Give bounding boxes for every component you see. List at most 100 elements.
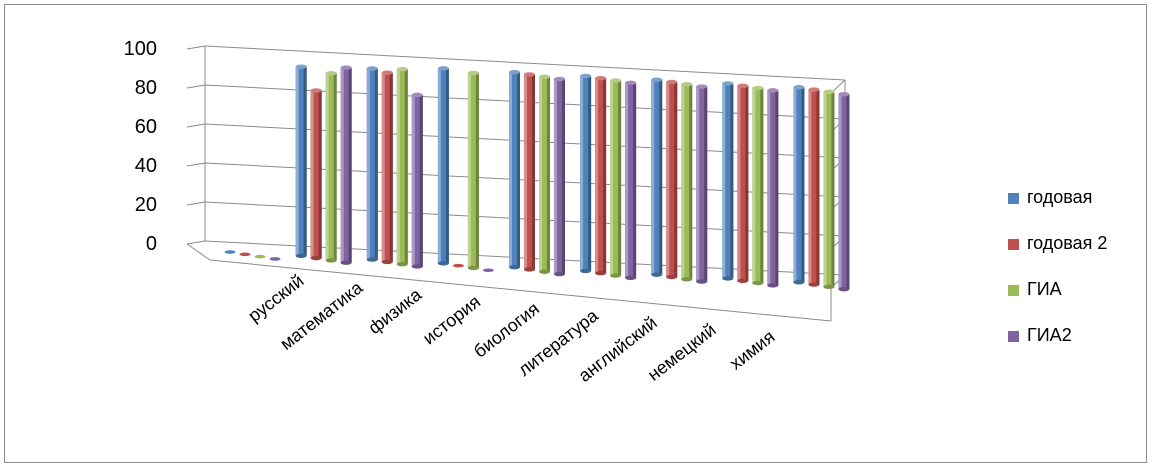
bar-base — [625, 275, 637, 281]
bar-body — [823, 91, 835, 287]
bar-body — [310, 90, 322, 259]
bar-3-1 — [452, 263, 464, 268]
bar-base — [411, 264, 423, 269]
bar-shadow — [303, 66, 307, 256]
bar-body — [524, 74, 535, 270]
bar-shadow — [730, 83, 734, 279]
bar-highlight — [325, 73, 329, 261]
bar-base — [381, 259, 393, 265]
gridline-side — [186, 123, 206, 128]
bar-body — [411, 94, 423, 267]
bar-cap — [539, 74, 550, 79]
bar-shadow — [562, 79, 565, 275]
bar-body — [681, 84, 693, 280]
bar-highlight — [411, 94, 415, 267]
bar-cap — [595, 76, 607, 81]
bar-highlight — [310, 90, 314, 259]
bar-flat — [269, 257, 281, 261]
bar-0-3 — [269, 257, 281, 261]
bar-4-1 — [524, 72, 535, 272]
gridline-side — [186, 240, 206, 245]
bar-body — [625, 82, 637, 278]
bar-highlight — [767, 90, 771, 286]
bar-highlight — [509, 72, 512, 268]
bar-cap — [580, 73, 592, 79]
category-label: русский — [244, 270, 307, 326]
y-tick-label: 20 — [135, 194, 157, 216]
bar-body — [696, 86, 708, 282]
bar-cap — [437, 66, 449, 71]
bar-shadow — [333, 73, 337, 261]
bar-highlight — [595, 78, 599, 274]
bar-5-0 — [580, 73, 592, 274]
bar-0-2 — [254, 254, 266, 259]
bar-1-2 — [325, 71, 337, 263]
bar-2-3 — [411, 92, 423, 269]
bar-base — [681, 277, 693, 282]
bar-cap — [554, 76, 565, 82]
bar-cap — [340, 65, 352, 70]
bar-5-2 — [610, 78, 622, 278]
bar-cap — [823, 89, 835, 95]
bar-shadow — [659, 79, 663, 275]
bar-body — [767, 90, 779, 286]
bar-shadow — [475, 72, 479, 268]
bar-highlight — [625, 82, 629, 278]
bar-highlight — [737, 85, 741, 281]
bar-highlight — [696, 86, 700, 282]
bar-shadow — [374, 68, 378, 260]
bar-chart: 020406080100русскийматематикафизикаистор… — [124, 38, 850, 386]
bar-flat — [254, 254, 266, 259]
bar-base — [823, 284, 835, 290]
bar-highlight — [396, 69, 400, 265]
bar-base — [524, 267, 535, 272]
bar-base — [838, 286, 850, 292]
bar-base — [437, 261, 449, 266]
bar-cap — [610, 78, 622, 83]
bar-base — [509, 264, 520, 270]
bar-highlight — [793, 87, 797, 283]
legend-swatch — [1008, 239, 1019, 250]
bar-body — [366, 68, 378, 260]
bar-cap — [509, 69, 520, 75]
bar-base — [722, 276, 734, 281]
bar-base — [752, 280, 764, 286]
bar-shadow — [588, 75, 592, 271]
bar-highlight — [366, 68, 370, 260]
bar-highlight — [539, 76, 542, 272]
bar-6-1 — [666, 79, 678, 280]
bar-highlight — [823, 91, 827, 287]
bar-cap — [681, 82, 693, 87]
bars-layer — [224, 64, 850, 292]
bar-8-3 — [838, 91, 850, 292]
bar-cap — [625, 80, 637, 86]
y-tick-label: 80 — [135, 77, 157, 99]
bar-shadow — [689, 84, 693, 280]
bar-highlight — [437, 68, 441, 264]
category-axis — [209, 259, 832, 322]
bar-flat — [224, 250, 236, 254]
bar-shadow — [831, 91, 835, 287]
bar-cap — [325, 71, 337, 76]
bar-base — [793, 280, 805, 285]
legend-label: годовая — [1027, 187, 1093, 207]
bar-cap — [467, 70, 479, 76]
bar-body — [295, 66, 307, 256]
bar-shadow — [745, 85, 749, 281]
bar-2-0 — [366, 66, 378, 262]
bar-body — [437, 68, 449, 264]
bar-base — [610, 273, 622, 278]
bar-base — [340, 260, 352, 265]
legend-label: годовая 2 — [1027, 233, 1108, 253]
bar-cap — [767, 88, 779, 93]
bar-highlight — [524, 74, 527, 270]
bar-base — [580, 268, 592, 274]
bar-highlight — [381, 72, 385, 262]
bar-base — [325, 258, 337, 263]
bar-body — [467, 72, 479, 268]
bar-base — [539, 269, 550, 274]
bar-cap — [651, 77, 663, 82]
bar-flat — [239, 252, 251, 257]
bar-flat — [482, 268, 494, 273]
gridline-side — [186, 84, 206, 89]
